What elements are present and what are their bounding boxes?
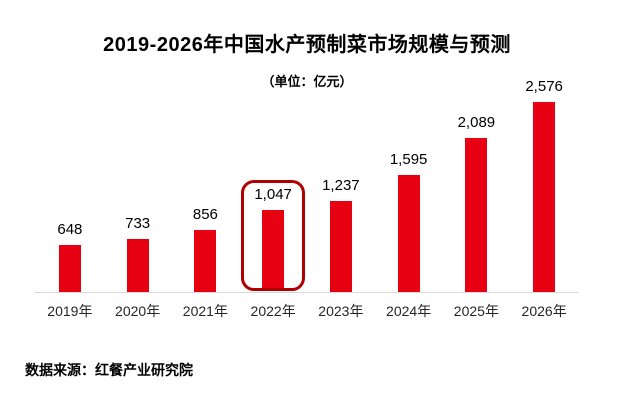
bar-box: 1,237 [309, 171, 373, 296]
x-axis-label: 2020年 [115, 303, 161, 319]
bar-value-label: 2,576 [525, 78, 563, 95]
highlight-box: 1,047 [241, 180, 305, 291]
bar-column-2026年: 2,576 [510, 79, 578, 293]
bar-column-2019年: 648 [36, 93, 104, 293]
bar-box: 733 [112, 209, 163, 296]
bar-box: 2,576 [512, 72, 576, 296]
chart-unit-label: （单位：亿元） [261, 74, 353, 89]
bar [465, 138, 488, 293]
bar-box: 2,089 [445, 108, 509, 296]
bar-value-label: 1,595 [389, 151, 428, 168]
bar-box: 856 [180, 200, 231, 296]
bar-value-label: 856 [192, 206, 218, 223]
bar-column-2021年: 856 [172, 93, 240, 293]
bar-value-label: 1,237 [322, 177, 360, 194]
bar-value-label: 2,089 [457, 114, 496, 131]
bar [262, 210, 285, 288]
bar [126, 239, 149, 293]
bar-column-2022年: 1,047 [239, 93, 307, 293]
x-axis-label: 2022年 [250, 303, 296, 319]
x-axis-label: 2024年 [386, 303, 432, 319]
bar [194, 230, 217, 293]
bar-plot-area: 648 733 856 1,047 1,237 1,595 2,089 2,576 [36, 79, 578, 293]
x-axis-label: 2019年 [47, 303, 93, 319]
chart-title: 2019-2026年中国水产预制菜市场规模与预测 [103, 34, 511, 56]
bar [397, 175, 420, 293]
bar-column-2020年: 733 [104, 93, 172, 293]
bar [58, 245, 81, 293]
x-axis-label: 2021年 [182, 303, 228, 319]
bar-value-label: 1,047 [254, 186, 292, 203]
bar-column-2025年: 2,089 [443, 93, 511, 293]
x-axis-line [35, 292, 578, 293]
bar-column-2023年: 1,237 [307, 93, 375, 293]
bar [533, 102, 556, 293]
bar-value-label: 648 [57, 221, 83, 238]
bar [329, 201, 352, 293]
x-axis-labels: 2019年 2020年 2021年 2022年 2023年 2024年 2025年 2026年 [36, 301, 578, 321]
x-axis-label: 2023年 [318, 303, 364, 319]
bar-value-label: 733 [125, 215, 151, 232]
bar-column-2024年: 1,595 [375, 93, 443, 293]
bar-box: 648 [44, 215, 95, 296]
x-axis-label: 2026年 [521, 303, 567, 319]
data-source-note: 数据来源：红餐产业研究院 [25, 362, 193, 378]
bar-box: 1,595 [377, 145, 441, 296]
x-axis-label: 2025年 [453, 303, 499, 319]
